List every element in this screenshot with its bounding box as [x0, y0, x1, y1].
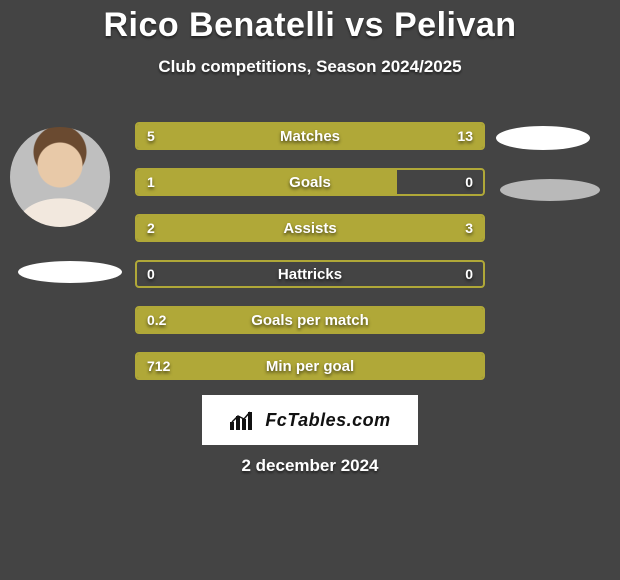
page-subtitle: Club competitions, Season 2024/2025	[0, 57, 620, 77]
stat-bar-left	[137, 216, 275, 240]
page-title: Rico Benatelli vs Pelivan	[0, 0, 620, 45]
stat-value-right: 0	[465, 262, 473, 286]
branding-text: FcTables.com	[265, 410, 390, 431]
stat-row-matches: 5 Matches 13	[135, 122, 485, 150]
stat-row-assists: 2 Assists 3	[135, 214, 485, 242]
stat-bar-left	[137, 308, 483, 332]
chart-bars-icon	[229, 410, 257, 430]
stat-label: Hattricks	[137, 262, 483, 286]
stat-row-hattricks: 0 Hattricks 0	[135, 260, 485, 288]
stat-row-goals-per-match: 0.2 Goals per match	[135, 306, 485, 334]
player-right-avatar	[496, 126, 590, 150]
player-right-club-badge	[500, 179, 600, 201]
stat-bar-left	[137, 354, 483, 378]
date-text: 2 december 2024	[0, 456, 620, 476]
stat-value-right: 0	[465, 170, 473, 194]
stat-value-left: 0	[147, 262, 155, 286]
player-left-club-badge	[18, 261, 122, 283]
stat-bar-right	[275, 216, 483, 240]
stat-row-min-per-goal: 712 Min per goal	[135, 352, 485, 380]
stat-bar-right	[234, 124, 483, 148]
stats-container: 5 Matches 13 1 Goals 0 2 Assists 3 0 Hat…	[135, 122, 485, 398]
branding-badge: FcTables.com	[202, 395, 418, 445]
stat-row-goals: 1 Goals 0	[135, 168, 485, 196]
player-left-avatar	[10, 127, 110, 227]
stat-bar-left	[137, 124, 234, 148]
stat-bar-left	[137, 170, 397, 194]
